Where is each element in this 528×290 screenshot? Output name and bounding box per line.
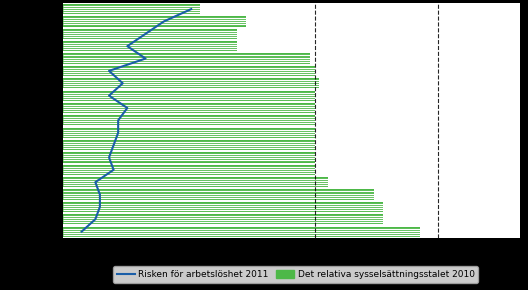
Bar [63,189,374,200]
Bar [63,103,315,113]
Bar [63,53,310,64]
Bar [63,165,315,175]
Bar [63,128,315,138]
Bar [63,78,319,88]
Bar [63,90,315,101]
Bar [63,115,315,125]
Bar [63,4,201,14]
Bar [63,66,315,76]
Bar [63,29,237,39]
Bar [63,202,383,212]
Bar [63,214,383,224]
Bar [63,16,246,26]
Bar [63,41,237,51]
Bar [63,152,315,162]
Bar [63,140,315,150]
Legend: Risken för arbetslöshet 2011, Det relativa sysselsättningsstalet 2010: Risken för arbetslöshet 2011, Det relati… [113,266,478,282]
Bar [63,177,328,187]
Bar [63,226,420,237]
